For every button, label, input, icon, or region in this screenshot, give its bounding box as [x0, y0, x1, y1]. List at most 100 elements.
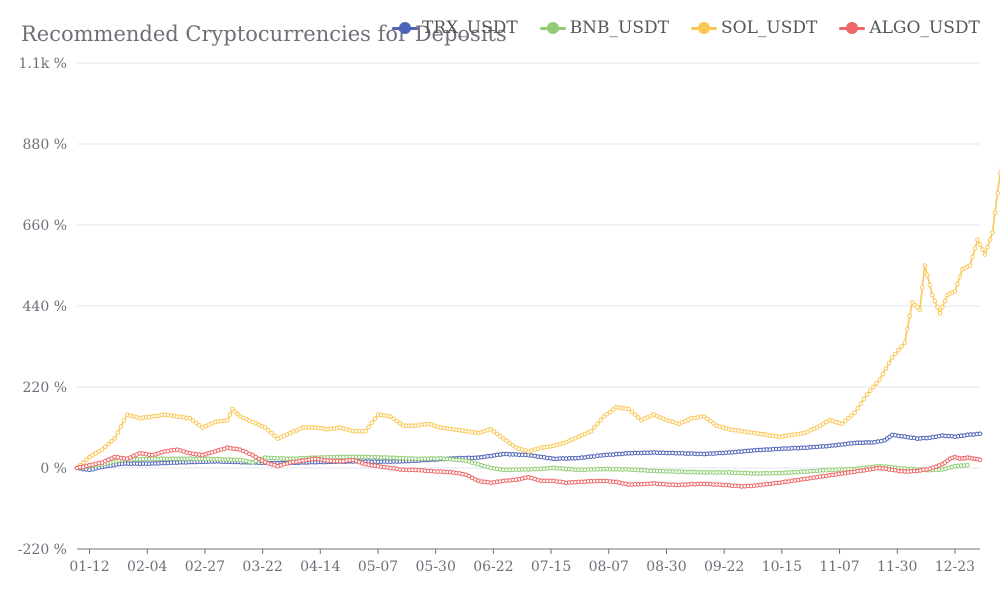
data-point	[965, 462, 970, 468]
chart-legend: TRX_USDT BNB_USDT SOL_USDT ALGO_USDT	[392, 18, 980, 38]
data-point	[272, 433, 277, 439]
data-point	[250, 452, 255, 458]
data-point	[610, 407, 616, 412]
data-point	[266, 428, 271, 433]
data-point	[907, 313, 913, 319]
data-point	[927, 282, 933, 288]
data-point	[893, 351, 898, 357]
data-point	[861, 396, 867, 402]
data-point	[363, 428, 368, 434]
y-tick-label: 880 %	[23, 137, 67, 153]
data-point	[886, 360, 892, 366]
x-tick-label: 07-15	[531, 559, 571, 575]
data-point	[704, 416, 710, 422]
data-point	[629, 409, 635, 415]
data-point	[967, 263, 973, 268]
legend-label-sol: SOL_USDT	[721, 18, 818, 38]
legend-label-trx: TRX_USDT	[422, 18, 518, 38]
legend-item-bnb[interactable]: BNB_USDT	[539, 18, 669, 38]
y-tick-label: 660 %	[23, 218, 67, 234]
series-line-sol_usdt	[76, 164, 1000, 469]
data-point	[193, 420, 199, 426]
data-point	[87, 454, 92, 460]
data-point	[917, 307, 923, 313]
y-tick-label: 220 %	[23, 380, 67, 396]
x-tick-label: 05-07	[358, 559, 398, 575]
legend-marker-trx	[392, 21, 418, 35]
data-point	[858, 401, 864, 406]
data-point	[942, 298, 948, 304]
data-point	[992, 210, 998, 215]
data-point	[905, 327, 910, 332]
data-point	[227, 412, 233, 417]
data-point	[372, 416, 378, 422]
data-point	[187, 416, 193, 421]
data-point	[937, 311, 943, 316]
x-tick-label: 05-30	[416, 559, 456, 575]
data-point	[501, 436, 506, 441]
data-point	[977, 242, 983, 247]
x-tick-label: 02-04	[127, 559, 167, 575]
data-point	[970, 254, 975, 260]
x-tick-label: 11-07	[819, 559, 859, 575]
data-point	[397, 421, 403, 426]
data-point	[197, 422, 202, 428]
data-point	[849, 413, 854, 418]
data-point	[925, 273, 930, 278]
data-point	[84, 457, 89, 463]
data-point	[99, 447, 105, 452]
data-point	[846, 416, 851, 421]
data-point	[977, 431, 983, 437]
legend-item-algo[interactable]: ALGO_USDT	[839, 18, 980, 38]
data-point	[601, 414, 607, 419]
data-point	[488, 427, 494, 432]
data-point	[595, 421, 600, 427]
data-point	[466, 473, 472, 479]
data-point	[871, 384, 876, 390]
data-point	[877, 377, 883, 382]
data-point	[889, 355, 895, 360]
data-point	[121, 418, 127, 423]
data-point	[980, 247, 985, 252]
data-point	[115, 430, 121, 435]
data-point	[109, 439, 114, 444]
data-point	[494, 431, 500, 437]
legend-item-trx[interactable]: TRX_USDT	[392, 18, 518, 38]
data-point	[977, 457, 983, 463]
legend-marker-sol	[691, 21, 717, 35]
data-point	[604, 411, 610, 417]
data-point	[995, 190, 1000, 196]
x-tick-label: 08-30	[646, 559, 686, 575]
legend-label-algo: ALGO_USDT	[869, 18, 980, 38]
x-tick-label: 03-22	[242, 559, 282, 575]
data-point	[510, 443, 516, 448]
data-point	[868, 388, 873, 394]
legend-item-sol[interactable]: SOL_USDT	[691, 18, 817, 38]
data-point	[190, 418, 196, 423]
data-point	[711, 421, 716, 426]
data-point	[507, 440, 513, 446]
data-point	[93, 451, 99, 456]
y-tick-label: 440 %	[23, 299, 67, 315]
x-tick-label: 11-30	[877, 559, 917, 575]
data-point	[225, 417, 230, 423]
data-point	[985, 244, 990, 250]
data-point	[922, 263, 928, 268]
data-point	[701, 414, 707, 419]
data-point	[839, 421, 845, 427]
data-point	[932, 298, 938, 304]
data-point	[269, 430, 274, 436]
x-tick-label: 04-14	[300, 559, 340, 575]
data-point	[708, 418, 713, 424]
data-point	[855, 405, 861, 411]
x-tick-label: 01-12	[69, 559, 109, 575]
data-point	[598, 417, 603, 423]
data-point	[388, 414, 393, 419]
data-point	[883, 366, 889, 371]
data-point	[975, 237, 980, 242]
data-point	[852, 410, 857, 416]
data-point	[366, 424, 371, 430]
data-point	[369, 420, 375, 426]
data-point	[982, 252, 988, 257]
